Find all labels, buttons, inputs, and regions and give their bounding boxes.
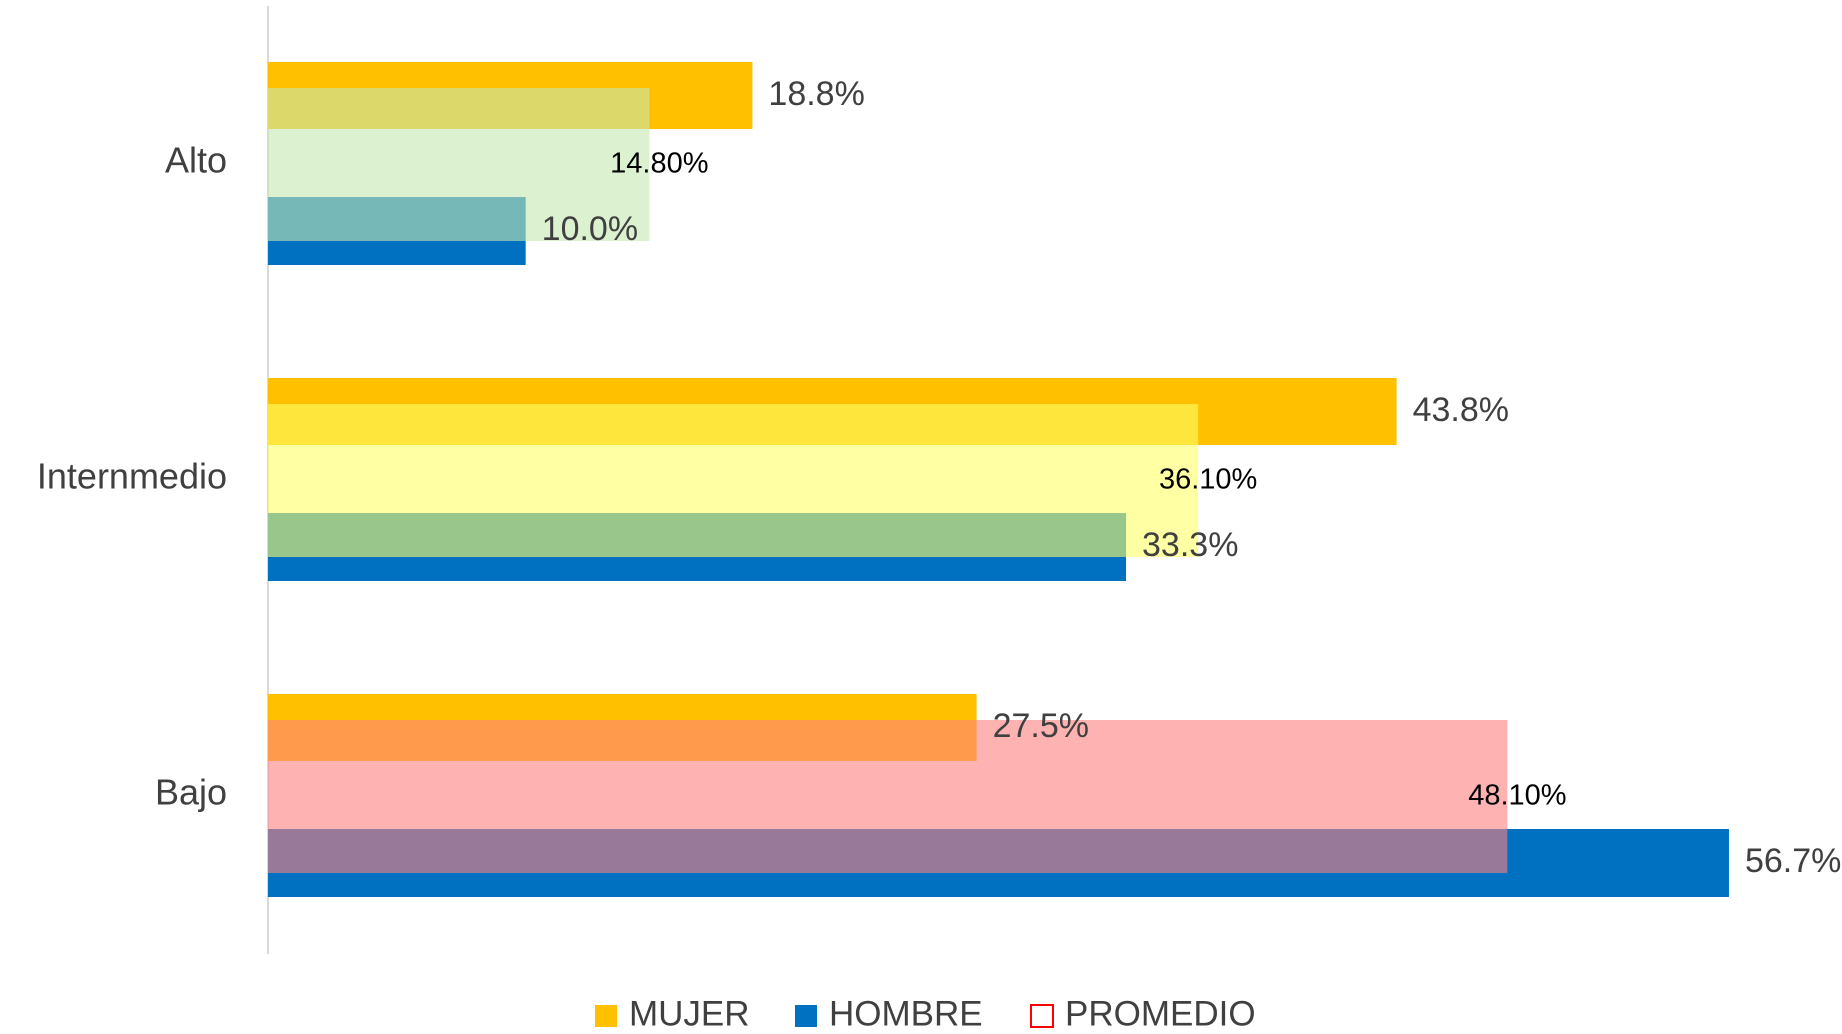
legend-label: PROMEDIO (1065, 994, 1256, 1033)
legend-label: MUJER (629, 994, 750, 1033)
legend-swatch (1030, 1004, 1054, 1028)
average-bar (268, 720, 1508, 873)
legend-label: HOMBRE (829, 994, 983, 1033)
value-label: 10.0% (542, 210, 638, 248)
value-label: 18.8% (768, 75, 864, 113)
category-label: Internmedio (37, 456, 227, 497)
average-label: 36.10% (1159, 464, 1257, 496)
average-bar (268, 404, 1199, 557)
average-label: 48.10% (1468, 780, 1566, 812)
value-label: 43.8% (1413, 391, 1509, 429)
value-label: 56.7% (1745, 842, 1841, 880)
legend-swatch (595, 1005, 617, 1027)
average-label: 14.80% (610, 148, 708, 180)
value-label: 33.3% (1142, 526, 1238, 564)
legend-swatch (795, 1005, 817, 1027)
category-label: Bajo (155, 772, 227, 813)
average-bar (268, 88, 650, 241)
category-label: Alto (165, 140, 227, 181)
value-label: 27.5% (993, 707, 1089, 745)
